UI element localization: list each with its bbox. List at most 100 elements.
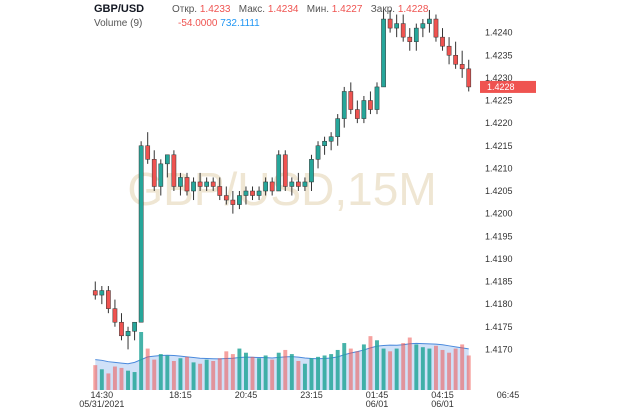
candle bbox=[440, 28, 445, 51]
candle-body bbox=[263, 181, 268, 192]
volume-bar bbox=[217, 358, 222, 390]
volume-bar bbox=[434, 345, 438, 390]
candle-body bbox=[145, 145, 151, 160]
volume-bar bbox=[375, 340, 379, 390]
volume-bar bbox=[112, 366, 117, 390]
y-tick-label: 1.4175 bbox=[485, 322, 513, 332]
candle bbox=[119, 313, 124, 341]
candle-body bbox=[289, 181, 295, 187]
candle bbox=[433, 14, 439, 42]
volume-bar bbox=[447, 352, 452, 390]
candle bbox=[309, 154, 314, 191]
volume-label: Volume (9) bbox=[94, 18, 143, 29]
volume-bar bbox=[230, 354, 235, 390]
volume-bar bbox=[250, 356, 255, 390]
candle bbox=[413, 23, 419, 51]
candle-body bbox=[400, 23, 406, 38]
volume-bar bbox=[414, 344, 419, 390]
y-tick-label: 1.4195 bbox=[485, 231, 513, 241]
volume-bar bbox=[420, 347, 425, 390]
candle-body bbox=[269, 181, 275, 192]
candle bbox=[315, 141, 321, 169]
x-tick-sublabel: 05/31/2021 bbox=[79, 399, 124, 409]
ohlc-legend: Откр. 1.4233 Макс. 1.4234 Мин. 1.4227 За… bbox=[172, 4, 428, 15]
candle-body bbox=[361, 100, 367, 119]
candle-body bbox=[348, 91, 354, 110]
symbol-title: GBP/USD bbox=[94, 3, 145, 15]
volume-bar bbox=[361, 344, 366, 390]
volume-bar bbox=[171, 361, 176, 390]
volume-bar bbox=[329, 354, 334, 390]
candle-body bbox=[210, 181, 216, 187]
volume-bar bbox=[211, 361, 216, 390]
y-tick-label: 1.4230 bbox=[485, 73, 513, 83]
candle bbox=[374, 82, 380, 115]
candle-body bbox=[119, 321, 124, 337]
candle-body bbox=[387, 18, 393, 29]
volume-bar bbox=[165, 355, 170, 390]
volume-bar bbox=[335, 349, 340, 390]
candle bbox=[394, 14, 400, 38]
y-tick-label: 1.4220 bbox=[485, 118, 513, 128]
candle bbox=[204, 177, 210, 191]
volume-bar bbox=[158, 354, 163, 390]
volume-bar bbox=[348, 348, 353, 390]
candle-body bbox=[256, 190, 262, 196]
candle bbox=[243, 186, 249, 205]
candle bbox=[250, 186, 255, 201]
candle bbox=[381, 10, 386, 88]
candle bbox=[446, 37, 452, 65]
candle-body bbox=[282, 154, 288, 187]
volume-bar bbox=[106, 373, 111, 390]
candle bbox=[158, 159, 164, 196]
candle-body bbox=[354, 109, 360, 119]
candle bbox=[348, 82, 354, 115]
candle-body bbox=[217, 186, 223, 196]
candle-body bbox=[112, 308, 118, 323]
candle-body bbox=[99, 290, 105, 296]
candle-body bbox=[132, 321, 137, 332]
low-label: Мин. bbox=[306, 4, 330, 15]
candle-body bbox=[125, 331, 131, 337]
last-price-box bbox=[480, 80, 536, 93]
x-tick-label: 04:15 bbox=[431, 390, 454, 400]
volume-bar bbox=[355, 351, 360, 390]
candle bbox=[335, 114, 341, 146]
x-tick-label: 06:45 bbox=[497, 390, 520, 400]
candle-body bbox=[302, 181, 308, 187]
candle-body bbox=[237, 195, 242, 205]
candle-body bbox=[407, 36, 413, 42]
y-tick-label: 1.4180 bbox=[485, 299, 513, 309]
candle-body bbox=[197, 181, 203, 187]
candle-body bbox=[171, 154, 177, 187]
candle-body bbox=[92, 290, 98, 296]
candle-body bbox=[446, 45, 452, 56]
volume-bar bbox=[244, 352, 248, 390]
volume-bar bbox=[407, 337, 412, 390]
candle bbox=[125, 326, 131, 350]
volume-change-value: -54.0000 bbox=[178, 18, 218, 29]
candle bbox=[302, 177, 308, 191]
low-value: 1.4227 bbox=[331, 4, 363, 15]
candle bbox=[92, 281, 98, 300]
candle-body bbox=[138, 145, 144, 323]
volume-bar bbox=[427, 348, 432, 390]
volume-ma-value: 732.1111 bbox=[220, 18, 260, 29]
candle-body bbox=[250, 190, 255, 196]
candle-body bbox=[374, 86, 380, 110]
candle bbox=[466, 59, 472, 92]
x-tick-label: 23:15 bbox=[300, 390, 323, 400]
candle bbox=[164, 154, 170, 178]
candle bbox=[296, 172, 301, 191]
candle bbox=[191, 177, 196, 201]
candle bbox=[99, 286, 105, 305]
volume-bar bbox=[381, 348, 386, 390]
candle bbox=[420, 19, 426, 38]
candle bbox=[106, 286, 111, 314]
candle-body bbox=[243, 190, 249, 196]
open-value: 1.4233 bbox=[199, 4, 231, 15]
volume-bar bbox=[224, 351, 229, 390]
volume-ma-area bbox=[95, 343, 469, 390]
